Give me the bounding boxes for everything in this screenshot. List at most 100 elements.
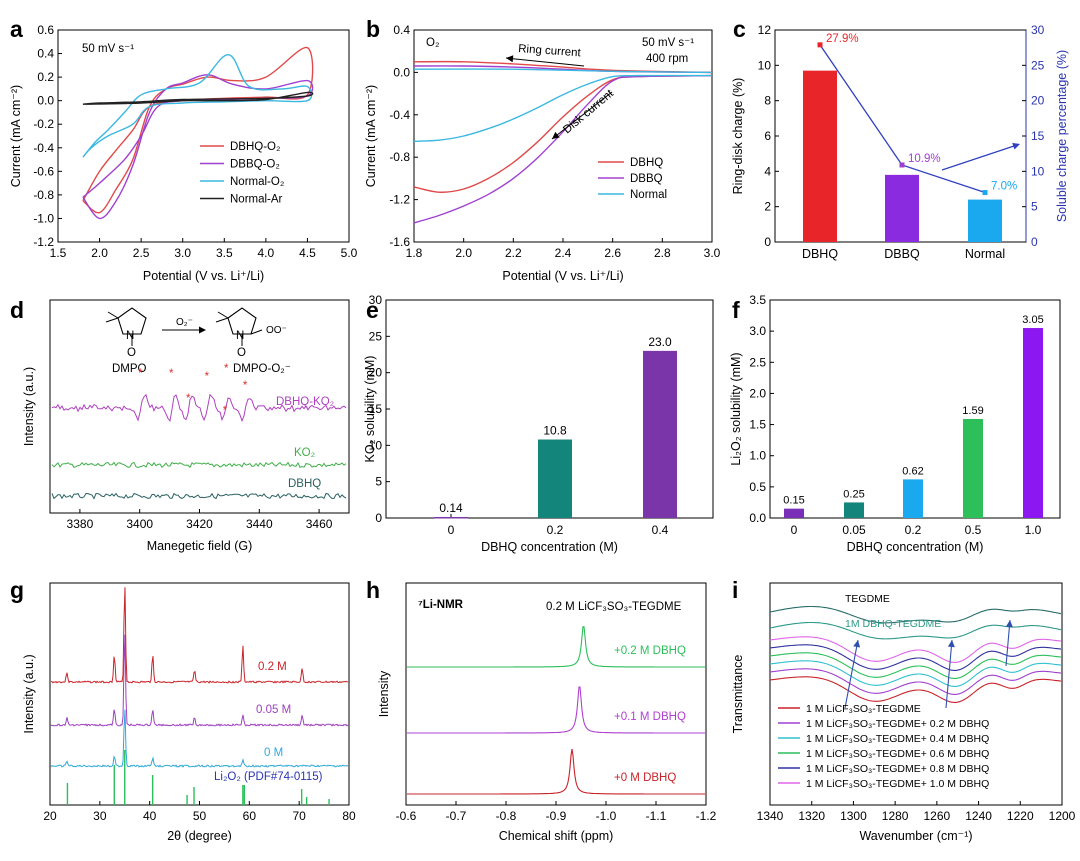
- bond: [215, 317, 229, 323]
- legend-label: 1 M LiCF₃SO₃-TEGDME: [806, 703, 921, 715]
- bar: [885, 174, 919, 242]
- line-marker: [982, 190, 988, 196]
- nmr-subtitle: 0.2 M LiCF₃SO₃-TEGDME: [546, 601, 682, 613]
- x-tick-label: 60: [243, 809, 257, 823]
- legend-label: DBHQ: [630, 157, 663, 169]
- y-tick-label: 15: [369, 402, 383, 416]
- y-axis-label: Intensity (a.u.): [22, 367, 36, 446]
- bond: [107, 311, 119, 319]
- x-tick-label: 2.0: [91, 246, 108, 260]
- atom-label: O: [127, 347, 136, 359]
- bar: [803, 70, 837, 242]
- x-tick-label: -1.1: [646, 809, 667, 823]
- y-tick-label: -1.6: [389, 235, 410, 249]
- y-tick-label: -0.8: [33, 188, 54, 202]
- y-tick-label: 12: [758, 23, 772, 37]
- arrow-line: [844, 639, 859, 709]
- category-label: DBHQ: [802, 247, 838, 261]
- y-tick-label: -0.4: [389, 108, 410, 122]
- x-tick-label: 80: [342, 809, 356, 823]
- x-tick-label: 2.6: [604, 246, 621, 260]
- xrd-pattern: [50, 634, 349, 727]
- series-label: DBHQ-KO₂: [276, 396, 334, 408]
- arrow-head: [1005, 620, 1013, 628]
- y-tick-label: 0.0: [393, 65, 410, 79]
- bar: [1023, 328, 1043, 518]
- y-tick-label: -0.6: [33, 164, 54, 178]
- data-label: 0.25: [843, 488, 864, 500]
- bar: [844, 502, 864, 518]
- x-tick-label: 3380: [67, 517, 94, 531]
- bar: [968, 199, 1002, 242]
- bar: [784, 508, 804, 518]
- x-tick-label: 2.2: [505, 246, 522, 260]
- ring-current-label: Ring current: [518, 43, 582, 59]
- cv-curve: [82, 74, 314, 220]
- y-tick-label: 0.0: [749, 511, 766, 525]
- arrow-head: [199, 326, 206, 334]
- legend-label: DBBQ-O₂: [230, 159, 280, 171]
- x-tick-label: 20: [43, 809, 57, 823]
- legend-label: Normal: [630, 189, 667, 201]
- series-label: DBHQ: [288, 478, 321, 490]
- disk-current-curve: [413, 74, 713, 142]
- cv-curve: [82, 53, 313, 158]
- nmr-spectrum: [407, 686, 705, 734]
- arrow-line: [1005, 619, 1011, 667]
- y2-tick-label: 0: [1031, 235, 1038, 249]
- reference-label: Li₂O₂ (PDF#74-0115): [214, 771, 323, 783]
- legend-label: 1 M LiCF₃SO₃-TEGDME+ 0.4 M DBHQ: [806, 733, 989, 745]
- data-label: 10.9%: [908, 153, 941, 165]
- x-tick-label: 30: [93, 809, 107, 823]
- y-axis-label: Current (mA cm⁻²): [9, 85, 23, 187]
- xrd-pattern: [50, 587, 349, 684]
- panel-label-h: h: [366, 577, 380, 603]
- dmpo-ring: [117, 307, 147, 335]
- y2-tick-label: 15: [1031, 129, 1045, 143]
- x-tick-label: 3.5: [216, 246, 233, 260]
- bar: [538, 439, 572, 518]
- y2-tick-label: 5: [1031, 200, 1038, 214]
- x-axis-label: Manegetic field (G): [147, 539, 253, 553]
- bar: [434, 516, 468, 519]
- series-label: TEGDME: [845, 593, 890, 605]
- x-axis-label: DBHQ concentration (M): [847, 540, 984, 554]
- x-tick-label: 3400: [126, 517, 153, 531]
- x-tick-label: 1.5: [50, 246, 67, 260]
- legend-label: DBHQ-O₂: [230, 141, 280, 153]
- category-label: 0.4: [652, 523, 669, 537]
- y-tick-label: 0: [375, 511, 382, 525]
- panel-label-d: d: [10, 297, 24, 323]
- category-label: 0.5: [965, 523, 982, 537]
- adduct-ring: [227, 307, 257, 335]
- y-tick-label: 8: [764, 94, 771, 108]
- y-axis-label: Li₂O₂ solubility (mM): [729, 352, 743, 465]
- rotation-label: 400 rpm: [646, 53, 688, 65]
- ftir-spectrum: [769, 668, 1062, 695]
- bond: [217, 311, 229, 319]
- legend-label: DBBQ: [630, 173, 663, 185]
- x-tick-label: -1.2: [696, 809, 717, 823]
- epr-trace: [51, 492, 347, 500]
- arrow-head: [552, 131, 560, 139]
- soluble-charge-line: [819, 44, 986, 194]
- panel-label-f: f: [732, 297, 740, 323]
- data-label: 10.8: [543, 424, 567, 438]
- nmr-spectrum: [407, 748, 705, 795]
- gas-label: O₂: [426, 37, 439, 49]
- y-tick-label: 0.4: [37, 47, 54, 61]
- series-label: 0.2 M: [258, 661, 287, 673]
- legend-label: 1 M LiCF₃SO₃-TEGDME+ 0.8 M DBHQ: [806, 763, 989, 775]
- panel-label-c: c: [733, 16, 746, 42]
- peak-marker: *: [243, 380, 248, 392]
- x-tick-label: 2.4: [555, 246, 572, 260]
- bar: [643, 350, 677, 518]
- y-tick-label: -0.2: [33, 117, 54, 131]
- bar: [963, 418, 983, 518]
- x-tick-label: 4.0: [258, 246, 275, 260]
- y-axis-label: Ring-disk charge (%): [731, 78, 745, 195]
- atom-label: O: [237, 347, 246, 359]
- plot-frame: [57, 29, 350, 243]
- y-axis-label: KO₂ solubility (mM): [363, 356, 377, 463]
